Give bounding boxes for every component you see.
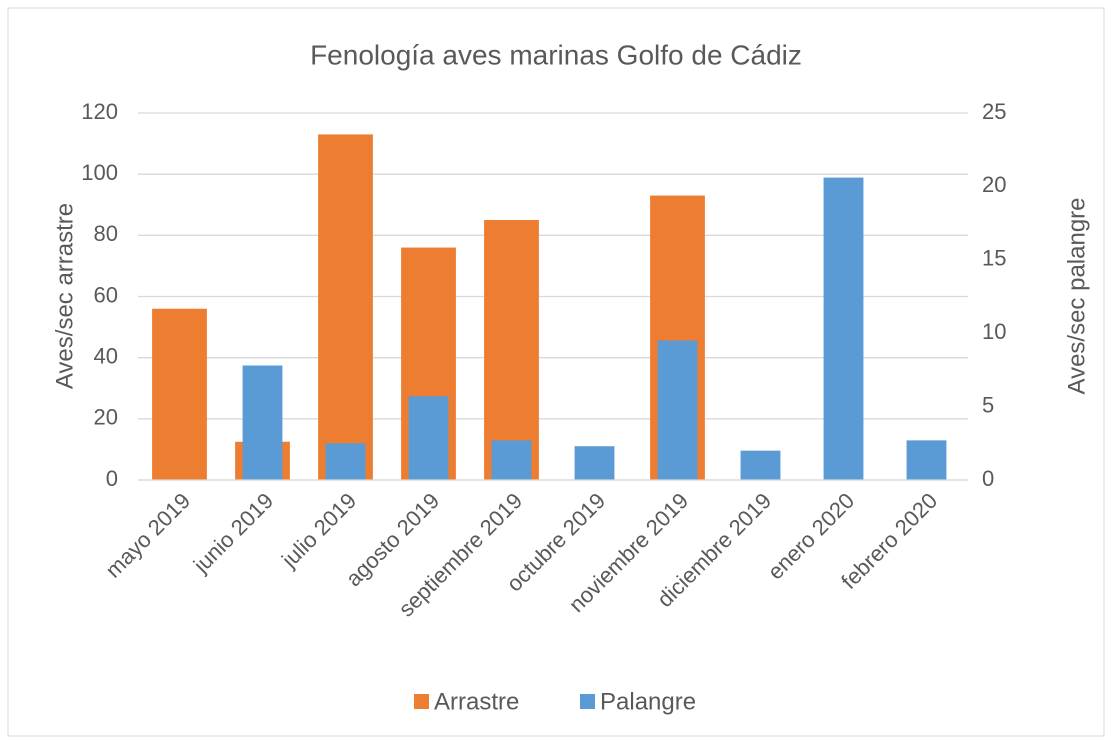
y-tick-label: 40 <box>94 343 118 368</box>
bar <box>740 450 781 480</box>
legend-label: Arrastre <box>434 688 519 715</box>
bar <box>408 396 449 480</box>
bar <box>325 443 366 480</box>
legend-label: Palangre <box>600 688 696 715</box>
bar <box>491 440 532 480</box>
bar <box>574 446 615 480</box>
y-tick-label: 100 <box>81 160 118 185</box>
y2-tick-label: 5 <box>982 392 994 417</box>
y-tick-label: 80 <box>94 221 118 246</box>
y2-tick-label: 0 <box>982 466 994 491</box>
legend-swatch <box>580 694 595 709</box>
y2-tick-label: 20 <box>982 172 1006 197</box>
bar <box>152 308 207 480</box>
bar <box>318 134 373 481</box>
legend-swatch <box>414 694 429 709</box>
y2-tick-label: 25 <box>982 99 1006 124</box>
y-tick-label: 120 <box>81 99 118 124</box>
bar <box>823 177 864 481</box>
y2-tick-label: 15 <box>982 246 1006 271</box>
bar <box>484 220 539 480</box>
y-tick-label: 60 <box>94 282 118 307</box>
y-axis-title: Aves/sec arrastre <box>51 203 78 389</box>
chart-title: Fenología aves marinas Golfo de Cádiz <box>310 39 802 70</box>
bar <box>242 365 283 480</box>
y2-tick-label: 10 <box>982 319 1006 344</box>
y2-axis-title: Aves/sec palangre <box>1063 197 1090 394</box>
y-tick-label: 0 <box>106 466 118 491</box>
bar <box>657 340 698 480</box>
y-tick-label: 20 <box>94 405 118 430</box>
bar <box>906 440 947 480</box>
